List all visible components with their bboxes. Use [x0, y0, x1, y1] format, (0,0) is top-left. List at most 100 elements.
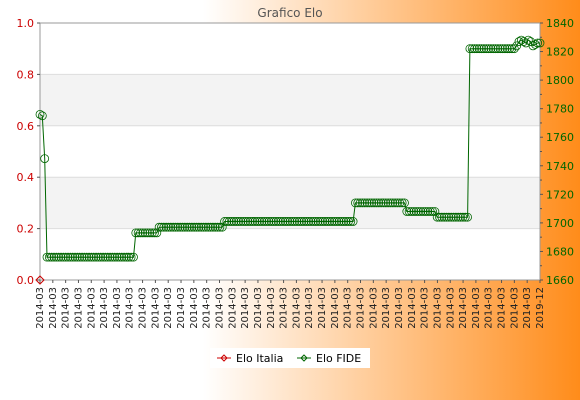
data-point-fide[interactable]	[439, 212, 449, 222]
data-point-fide[interactable]	[72, 252, 82, 262]
data-point-fide[interactable]	[40, 154, 50, 164]
data-point-fide[interactable]	[507, 44, 517, 54]
data-point-fide[interactable]	[84, 252, 94, 262]
data-point-fide[interactable]	[488, 44, 498, 54]
data-point-fide[interactable]	[157, 222, 166, 232]
data-point-fide[interactable]	[386, 198, 395, 208]
data-point-fide[interactable]	[91, 252, 101, 262]
data-point-fide[interactable]	[245, 217, 255, 226]
data-point-fide[interactable]	[470, 44, 479, 54]
data-point-fide[interactable]	[327, 217, 337, 226]
data-point-fide[interactable]	[535, 38, 545, 48]
data-point-fide[interactable]	[271, 217, 281, 226]
data-point-fide[interactable]	[418, 207, 428, 216]
data-point-fide[interactable]	[299, 217, 309, 226]
data-point-fide[interactable]	[131, 228, 141, 238]
data-point-fide[interactable]	[229, 217, 239, 226]
data-point-fide[interactable]	[58, 252, 68, 262]
data-point-fide[interactable]	[283, 217, 293, 226]
data-point-fide[interactable]	[117, 252, 127, 262]
data-point-italia[interactable]	[35, 275, 45, 285]
data-point-fide[interactable]	[395, 198, 405, 208]
data-point-fide[interactable]	[346, 217, 356, 226]
data-point-fide[interactable]	[122, 252, 131, 262]
data-point-fide[interactable]	[220, 217, 229, 226]
data-point-fide[interactable]	[512, 41, 522, 51]
data-point-fide[interactable]	[280, 217, 290, 226]
data-point-fide[interactable]	[306, 217, 316, 226]
data-point-fide[interactable]	[285, 217, 295, 226]
data-point-fide[interactable]	[171, 222, 180, 232]
data-point-fide[interactable]	[430, 207, 440, 216]
data-point-fide[interactable]	[199, 222, 208, 232]
data-point-fide[interactable]	[192, 222, 201, 232]
data-point-fide[interactable]	[348, 217, 358, 226]
data-point-fide[interactable]	[77, 252, 87, 262]
data-point-fide[interactable]	[442, 212, 451, 222]
data-point-fide[interactable]	[463, 212, 472, 222]
data-point-fide[interactable]	[145, 228, 155, 238]
data-point-fide[interactable]	[182, 222, 192, 232]
data-point-fide[interactable]	[56, 252, 66, 262]
data-point-fide[interactable]	[101, 252, 110, 262]
data-point-fide[interactable]	[278, 217, 288, 226]
data-point-fide[interactable]	[318, 217, 328, 226]
data-point-fide[interactable]	[353, 198, 363, 208]
data-point-fide[interactable]	[150, 228, 159, 238]
data-point-fide[interactable]	[491, 44, 501, 54]
data-point-fide[interactable]	[161, 222, 171, 232]
data-point-fide[interactable]	[51, 252, 61, 262]
data-point-fide[interactable]	[105, 252, 115, 262]
data-point-fide[interactable]	[325, 217, 335, 226]
data-point-fide[interactable]	[329, 217, 339, 226]
data-point-fide[interactable]	[334, 217, 344, 226]
data-point-fide[interactable]	[159, 222, 169, 232]
data-point-fide[interactable]	[35, 109, 45, 119]
data-point-fide[interactable]	[290, 217, 300, 226]
data-point-fide[interactable]	[498, 44, 508, 54]
data-point-fide[interactable]	[264, 217, 274, 226]
data-point-fide[interactable]	[213, 222, 222, 232]
data-point-fide[interactable]	[138, 228, 148, 238]
data-point-fide[interactable]	[383, 198, 393, 208]
legend-item-elo-fide[interactable]: Elo FIDE	[297, 352, 361, 365]
data-point-fide[interactable]	[437, 212, 447, 222]
data-point-fide[interactable]	[231, 217, 241, 226]
data-point-fide[interactable]	[42, 252, 52, 262]
data-point-fide[interactable]	[222, 217, 232, 226]
data-point-fide[interactable]	[444, 212, 454, 222]
data-point-fide[interactable]	[500, 44, 510, 54]
data-point-fide[interactable]	[103, 252, 113, 262]
data-point-fide[interactable]	[428, 207, 437, 216]
data-point-fide[interactable]	[477, 44, 486, 54]
data-point-fide[interactable]	[185, 222, 194, 232]
data-point-fide[interactable]	[94, 252, 103, 262]
data-point-fide[interactable]	[393, 198, 402, 208]
data-point-fide[interactable]	[82, 252, 92, 262]
data-point-fide[interactable]	[355, 198, 365, 208]
data-point-fide[interactable]	[61, 252, 71, 262]
data-point-fide[interactable]	[341, 217, 351, 226]
data-point-fide[interactable]	[196, 222, 206, 232]
data-point-fide[interactable]	[351, 198, 360, 208]
data-point-fide[interactable]	[301, 217, 311, 226]
data-point-fide[interactable]	[89, 252, 99, 262]
data-point-fide[interactable]	[217, 222, 227, 232]
data-point-fide[interactable]	[379, 198, 388, 208]
data-point-fide[interactable]	[152, 228, 162, 238]
data-point-fide[interactable]	[119, 252, 129, 262]
data-point-fide[interactable]	[435, 212, 444, 222]
data-point-fide[interactable]	[87, 252, 96, 262]
data-point-fide[interactable]	[423, 207, 433, 216]
legend-item-elo-italia[interactable]: Elo Italia	[217, 352, 283, 365]
data-point-fide[interactable]	[519, 37, 529, 46]
data-point-fide[interactable]	[243, 217, 253, 226]
data-point-fide[interactable]	[339, 217, 349, 226]
data-point-fide[interactable]	[75, 252, 85, 262]
data-point-fide[interactable]	[308, 217, 318, 226]
data-point-fide[interactable]	[479, 44, 489, 54]
data-point-fide[interactable]	[287, 217, 297, 226]
data-point-fide[interactable]	[65, 252, 75, 262]
data-point-fide[interactable]	[115, 252, 124, 262]
data-point-fide[interactable]	[453, 212, 463, 222]
